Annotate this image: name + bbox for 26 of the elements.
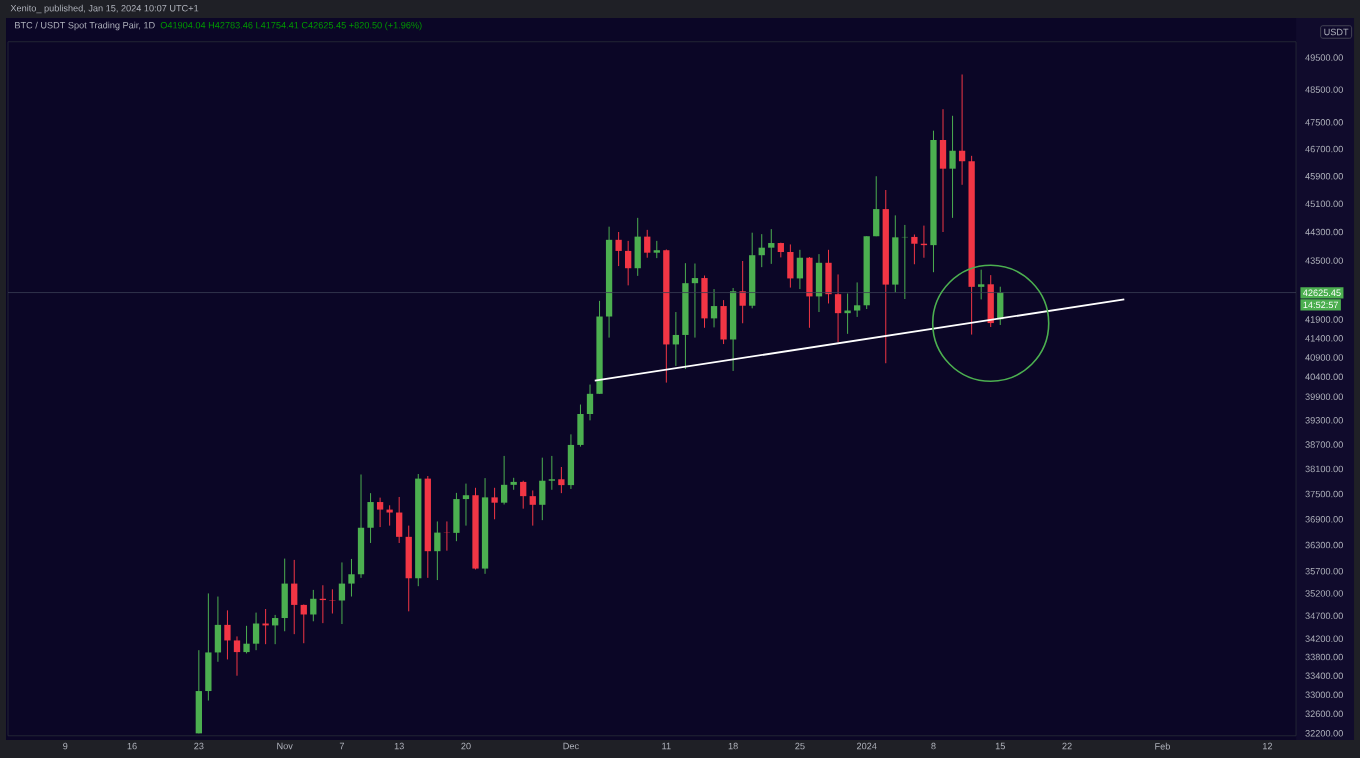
candlestick [224, 609, 231, 660]
candlestick [558, 466, 565, 494]
candlestick [615, 231, 622, 267]
candlestick [577, 404, 584, 448]
candlestick [720, 299, 727, 345]
candlestick [949, 115, 956, 219]
candlestick [367, 492, 374, 544]
candlestick [968, 155, 975, 336]
candlestick [348, 558, 355, 598]
candlestick [386, 504, 393, 527]
candlestick [205, 592, 212, 702]
candlestick [701, 275, 708, 329]
candlestick [243, 625, 250, 654]
candlestick [978, 269, 985, 300]
candlestick [930, 130, 937, 273]
candlestick [596, 300, 603, 395]
candlestick [548, 455, 555, 491]
candlestick [682, 262, 689, 370]
candlestick [911, 233, 918, 265]
candlestick [453, 492, 460, 542]
candlestick [806, 256, 813, 329]
candlestick [653, 240, 660, 259]
candlestick [491, 487, 498, 520]
candlestick [825, 249, 832, 304]
candlestick [472, 487, 479, 570]
candlestick [787, 243, 794, 289]
